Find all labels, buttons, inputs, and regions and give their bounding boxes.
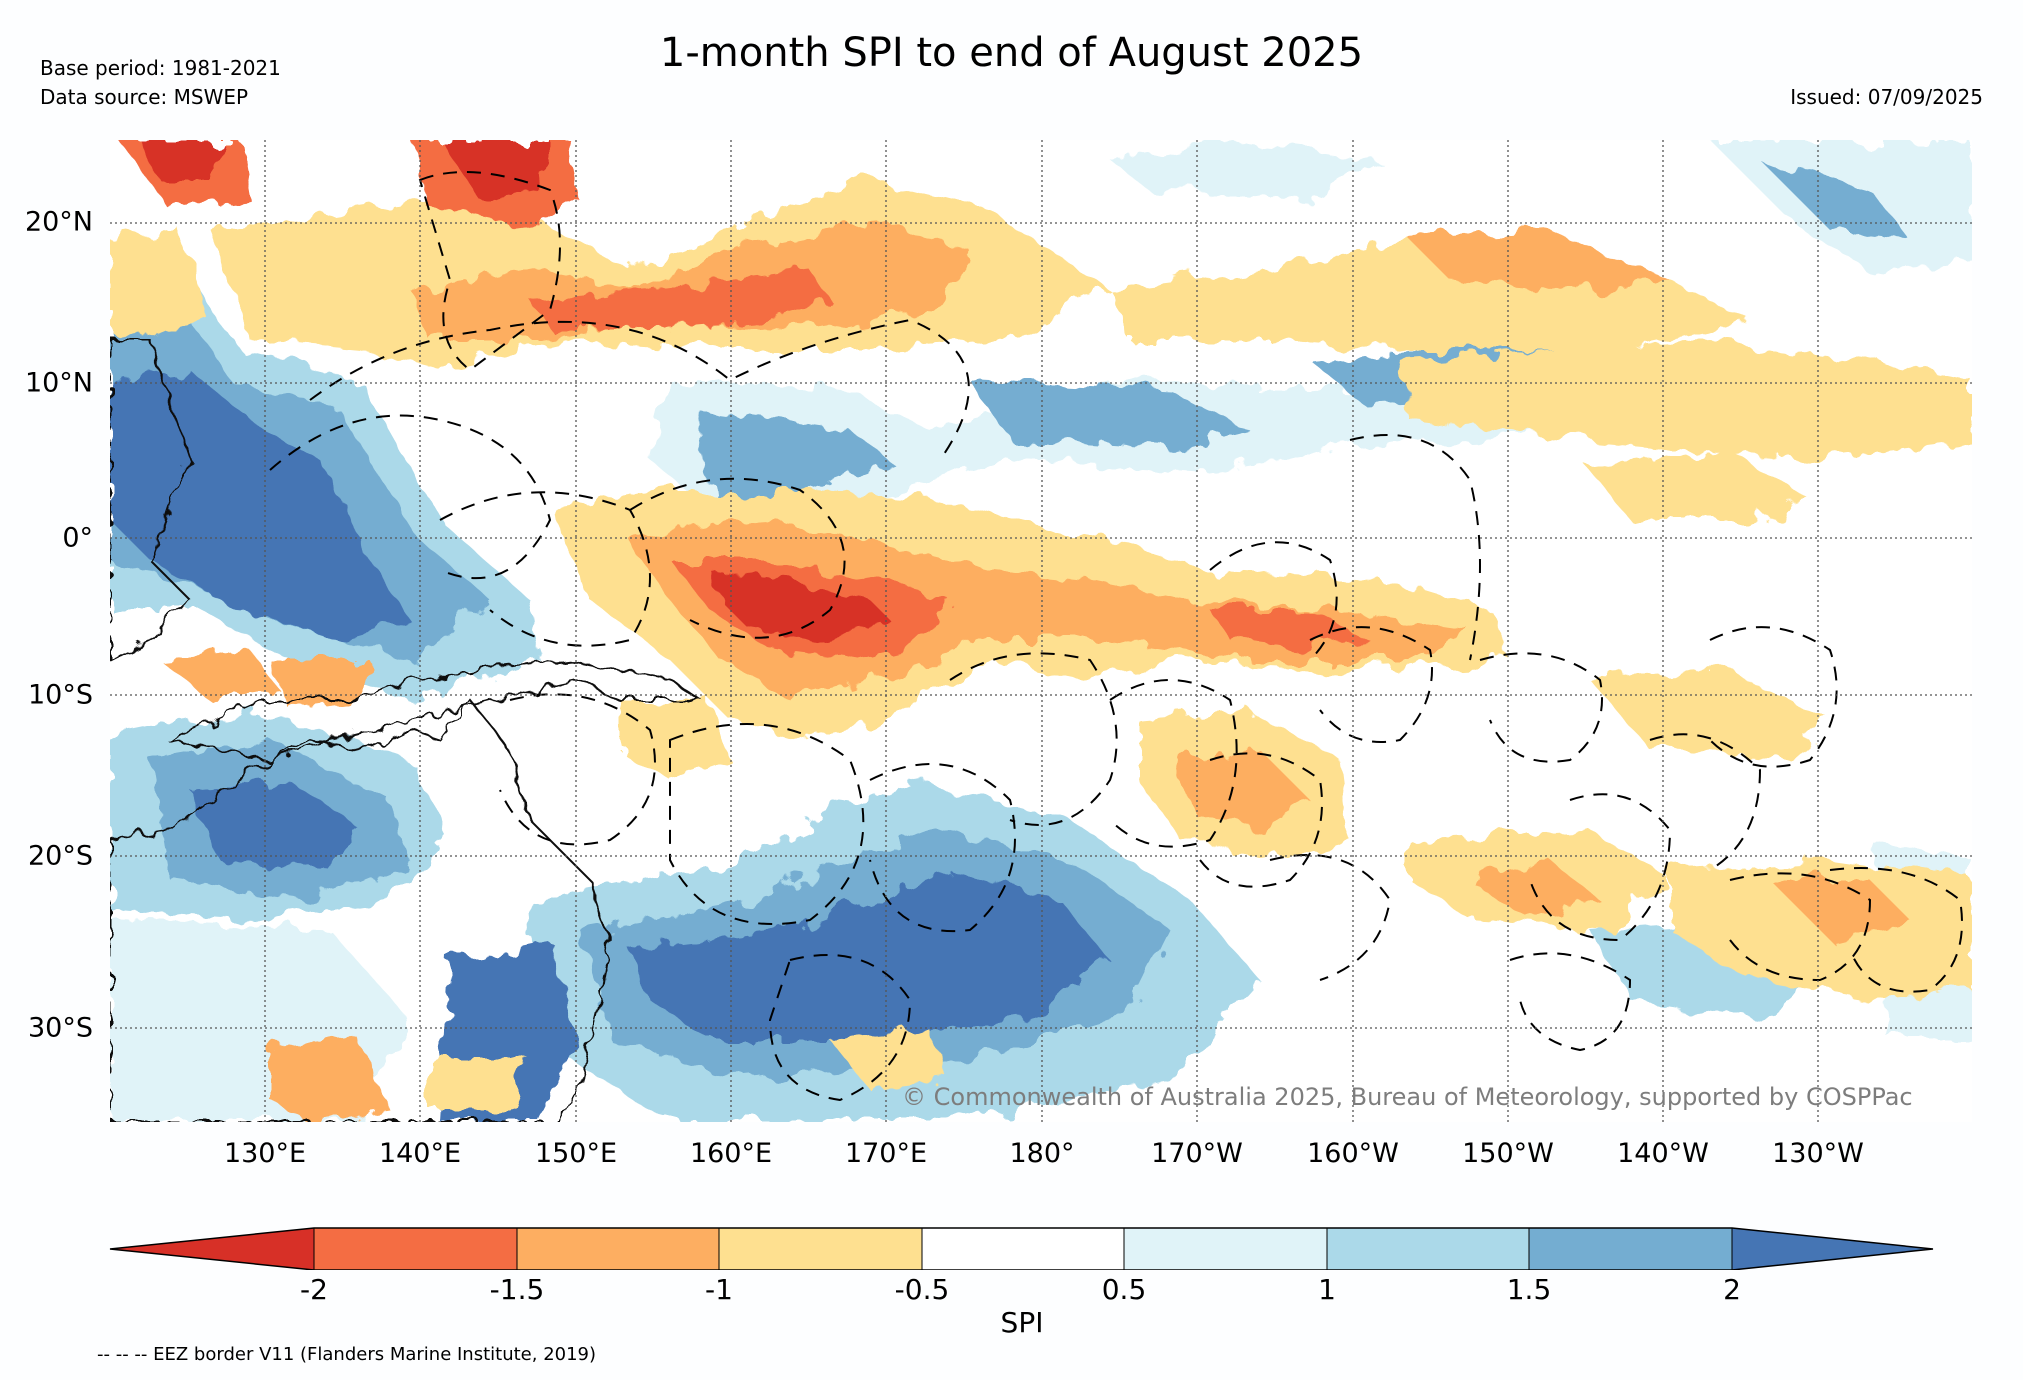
- australia-coastline: [110, 698, 612, 1122]
- base-period: Base period: 1981-2021: [40, 56, 281, 80]
- colorbar-arrow-high: [1732, 1228, 1933, 1270]
- colorbar-tick: 2: [1723, 1273, 1741, 1306]
- lat-label-20s: 20°S: [28, 840, 93, 872]
- lon-label-160e: 160°E: [689, 1138, 773, 1169]
- data-source: Data source: MSWEP: [40, 85, 249, 109]
- philippines-coastline: [110, 339, 192, 662]
- lon-label-140w: 140°W: [1617, 1138, 1709, 1169]
- new-guinea-coastline: [166, 658, 704, 762]
- colorbar-arrow-low: [110, 1228, 314, 1270]
- colorbar-tick: 0.5: [1101, 1273, 1147, 1306]
- colorbar-segment: [1124, 1228, 1327, 1270]
- colorbar-segment: [1327, 1228, 1529, 1270]
- eez-source-note: -- -- -- EEZ border V11 (Flanders Marine…: [97, 1344, 597, 1365]
- spi-map: [110, 140, 1972, 1122]
- lon-label-170e: 170°E: [844, 1138, 928, 1169]
- copyright-notice: © Commonwealth of Australia 2025, Bureau…: [902, 1083, 1913, 1111]
- graticule: [110, 140, 1972, 1122]
- issued-date: Issued: 07/09/2025: [1790, 85, 1983, 109]
- colorbar-tick: -1.5: [489, 1273, 545, 1306]
- spi-colorbar: [109, 1227, 1934, 1270]
- eez-borders: [269, 171, 1963, 1102]
- colorbar-segment: [922, 1228, 1124, 1270]
- colorbar-segment: [517, 1228, 719, 1270]
- colorbar-label: SPI: [1000, 1306, 1044, 1339]
- colorbar-segment: [719, 1228, 922, 1270]
- colorbar-tick: -0.5: [894, 1273, 950, 1306]
- lon-label-150e: 150°E: [534, 1138, 618, 1169]
- lon-label-130w: 130°W: [1772, 1138, 1864, 1169]
- colorbar-tick: -2: [300, 1273, 328, 1306]
- lon-label-140e: 140°E: [378, 1138, 462, 1169]
- colorbar-tick: -1: [705, 1273, 733, 1306]
- colorbar-tick: 1.5: [1506, 1273, 1552, 1306]
- lat-label-10n: 10°N: [24, 367, 93, 399]
- lon-label-180: 180°: [1009, 1138, 1075, 1169]
- lat-label-30s: 30°S: [28, 1012, 93, 1044]
- colorbar-segment: [1529, 1228, 1732, 1270]
- lat-label-20n: 20°N: [24, 206, 93, 238]
- lon-label-130e: 130°E: [223, 1138, 307, 1169]
- lon-label-170w: 170°W: [1151, 1138, 1243, 1169]
- colorbar-segment: [314, 1228, 517, 1270]
- lat-label-0: 0°: [62, 522, 93, 554]
- lon-label-150w: 150°W: [1462, 1138, 1554, 1169]
- map-title: 1-month SPI to end of August 2025: [659, 30, 1364, 76]
- lon-label-160w: 160°W: [1307, 1138, 1399, 1169]
- lat-label-10s: 10°S: [28, 679, 93, 711]
- colorbar-tick: 1: [1318, 1273, 1336, 1306]
